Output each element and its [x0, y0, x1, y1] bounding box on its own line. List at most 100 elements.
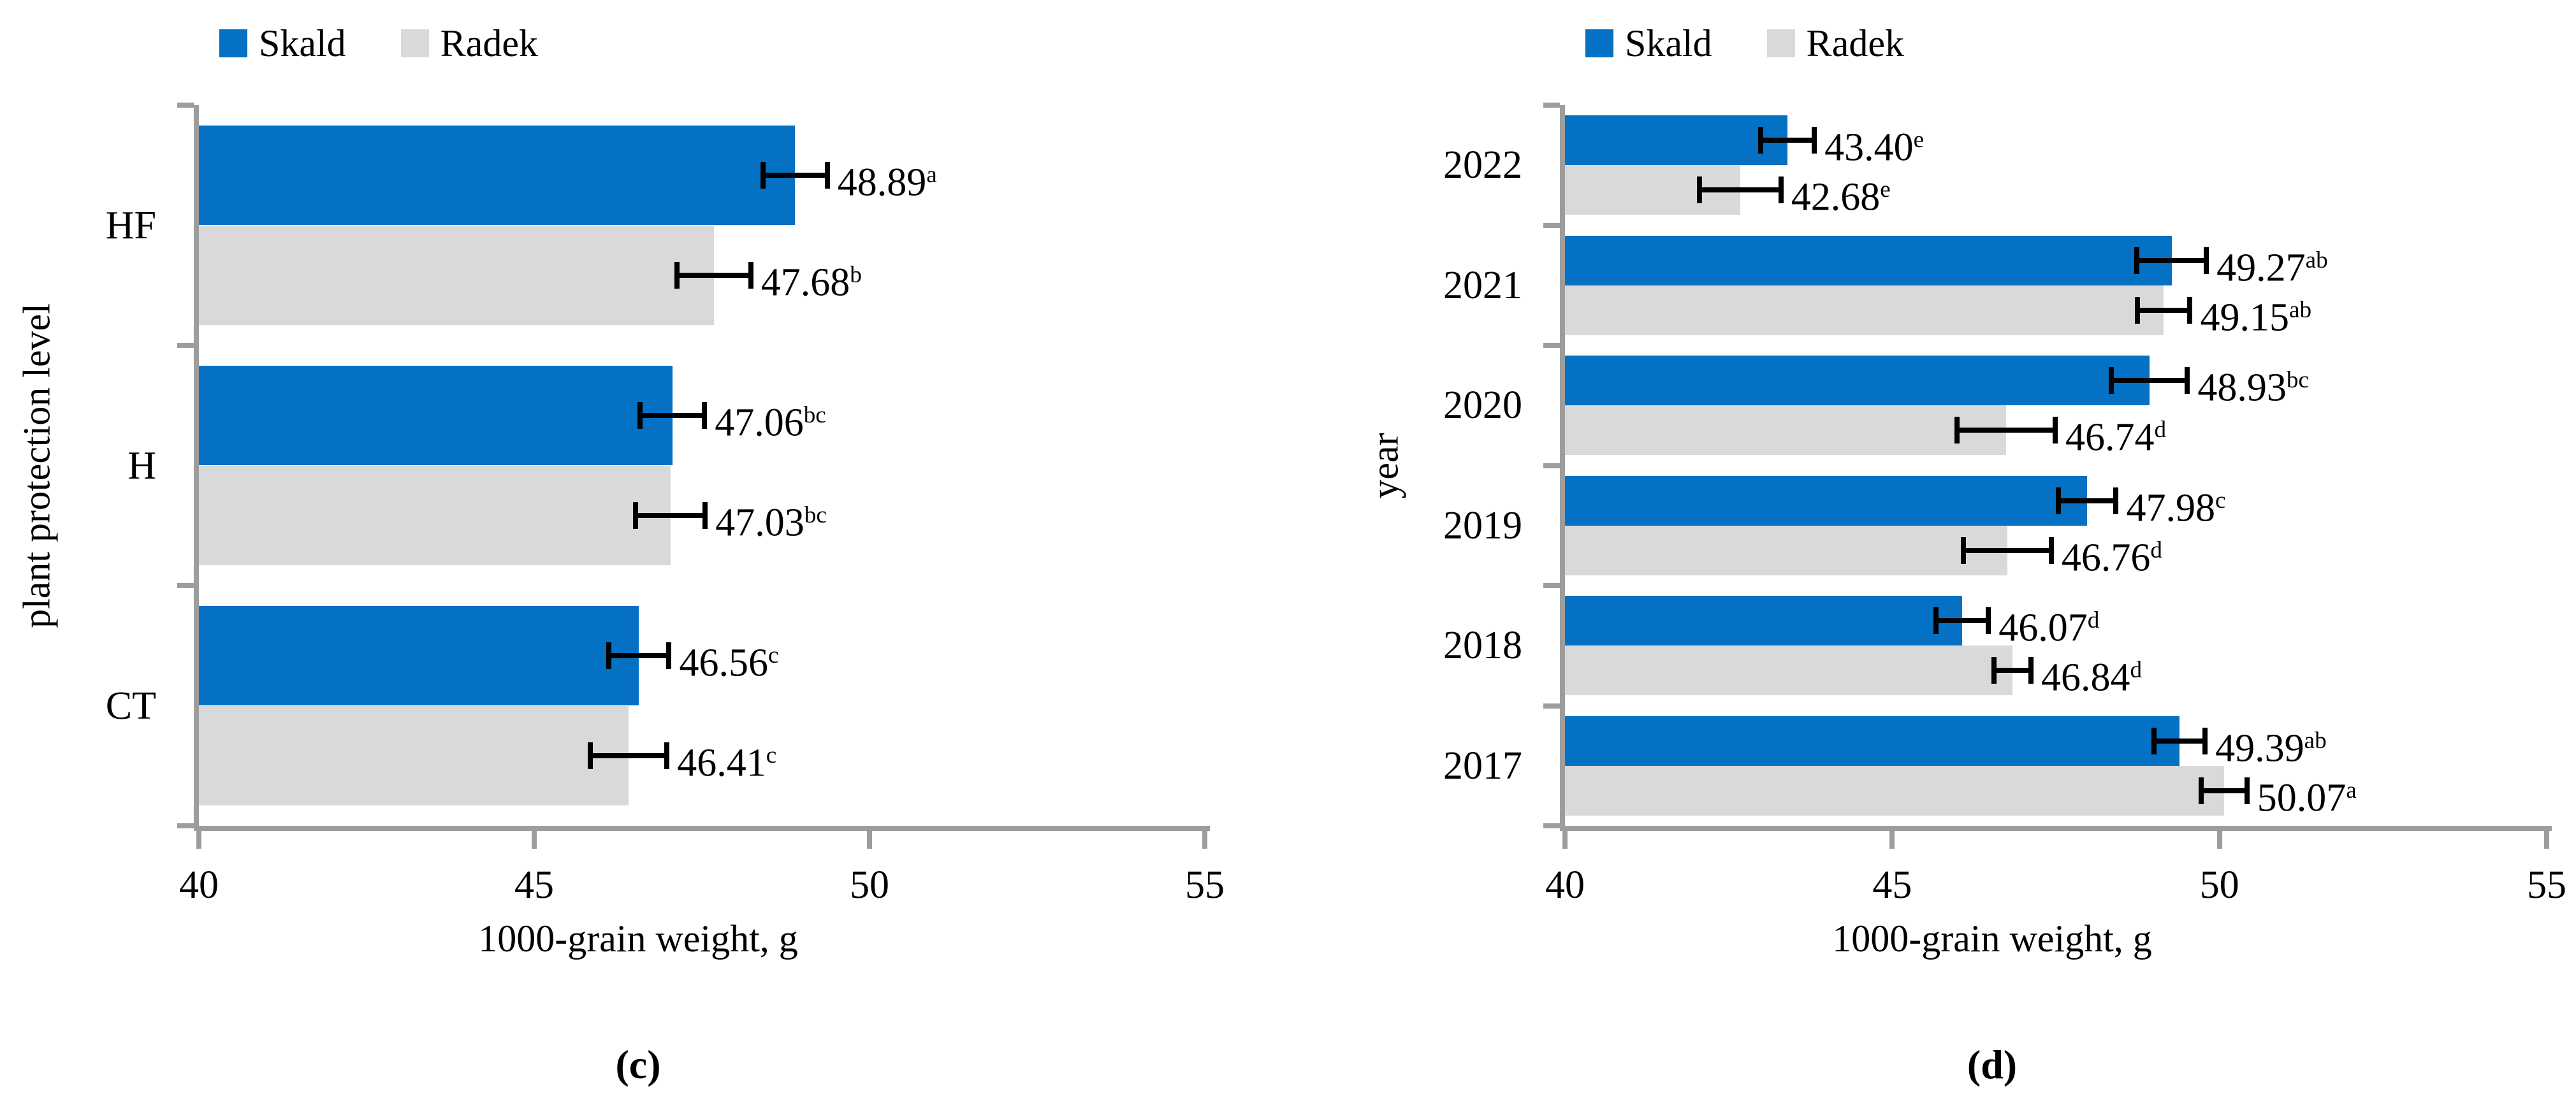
error-bar-radek-2017	[2201, 788, 2247, 793]
error-cap-left	[588, 742, 593, 769]
error-cap-right	[666, 642, 672, 670]
significance-letter: d	[2087, 607, 2100, 634]
significance-letter: bc	[2286, 367, 2309, 394]
error-cap-left	[674, 261, 680, 289]
y-axis-tick	[1543, 823, 1560, 828]
error-cap-right	[824, 162, 830, 189]
y-axis-title: plant protection level	[15, 303, 57, 628]
bar-radek-2020	[1565, 405, 2006, 456]
value-label-skald-2020: 48.93bc	[2197, 354, 2309, 410]
category-label-2018: 2018	[1443, 624, 1522, 668]
legend: Skald Radek	[219, 24, 538, 62]
significance-letter: ab	[2289, 296, 2312, 323]
value-label-skald-HF: 48.89a	[838, 148, 937, 205]
y-axis-tick	[177, 103, 194, 108]
error-cap-left	[1961, 537, 1967, 564]
value-label-radek-2022: 42.68e	[1791, 163, 1891, 219]
value-text: 47.06	[715, 401, 804, 445]
y-axis-title: year	[1364, 432, 1406, 499]
bar-skald-2021	[1565, 235, 2172, 285]
bar-skald-H	[199, 366, 673, 466]
bar-radek-CT	[199, 705, 629, 805]
value-label-radek-2020: 46.74d	[2065, 403, 2166, 459]
y-axis-line	[1560, 105, 1565, 831]
significance-letter: e	[1880, 177, 1891, 203]
significance-letter: c	[766, 742, 777, 768]
error-cap-right	[1986, 607, 1991, 635]
category-label-2019: 2019	[1443, 503, 1522, 547]
y-axis-tick	[1543, 343, 1560, 348]
x-tick-label: 55	[1185, 863, 1225, 907]
y-axis-tick	[1543, 103, 1560, 108]
error-cap-left	[2109, 367, 2114, 394]
category-label-CT: CT	[105, 684, 156, 728]
value-label-skald-2021: 49.27ab	[2216, 234, 2328, 289]
value-text: 50.07	[2257, 776, 2347, 820]
category-label-2021: 2021	[1443, 263, 1522, 307]
value-text: 47.98	[2126, 486, 2215, 530]
legend-label-radek: Radek	[440, 22, 538, 64]
error-cap-right	[2204, 247, 2209, 274]
value-text: 46.07	[1998, 606, 2088, 650]
legend-entry-skald: Skald	[219, 24, 346, 62]
error-cap-right	[2028, 657, 2034, 684]
bar-radek-2017	[1565, 765, 2224, 816]
bar-skald-HF	[199, 126, 796, 226]
error-cap-right	[1778, 177, 1784, 204]
category-label-2020: 2020	[1443, 384, 1522, 428]
error-cap-left	[2135, 296, 2141, 324]
x-axis-tick	[867, 831, 872, 849]
error-cap-left	[632, 501, 638, 529]
error-bar-skald-2022	[1760, 138, 1815, 143]
error-bar-skald-H	[640, 413, 705, 419]
error-cap-left	[2056, 487, 2062, 514]
significance-letter: ab	[2305, 247, 2328, 273]
error-bar-skald-HF	[762, 173, 827, 178]
significance-letter: a	[2346, 777, 2357, 804]
significance-letter: b	[850, 261, 862, 288]
error-cap-right	[748, 261, 753, 289]
error-bar-radek-2022	[1699, 187, 1781, 193]
error-cap-left	[2134, 247, 2140, 274]
error-cap-left	[637, 402, 643, 429]
legend-entry-radek: Radek	[400, 22, 538, 64]
x-tick-label: 40	[1545, 863, 1585, 907]
error-cap-right	[2052, 417, 2058, 444]
x-axis-tick	[532, 831, 537, 849]
bar-radek-2021	[1565, 285, 2164, 335]
x-axis-tick	[2544, 831, 2549, 849]
y-axis-tick	[1543, 222, 1560, 228]
value-label-radek-HF: 47.68b	[761, 249, 862, 304]
x-axis-line	[194, 826, 1210, 831]
error-bar-skald-2017	[2154, 738, 2206, 744]
legend-swatch-skald-icon	[219, 29, 247, 57]
value-label-radek-2017: 50.07a	[2257, 764, 2357, 820]
panel-label: (d)	[1967, 1042, 2018, 1087]
value-label-skald-CT: 46.56c	[679, 629, 778, 685]
error-bar-radek-HF	[677, 272, 751, 278]
x-tick-label: 40	[179, 863, 219, 907]
error-bar-skald-2018	[1936, 618, 1989, 624]
value-label-skald-2022: 43.40e	[1824, 113, 1924, 169]
value-label-radek-2021: 49.15ab	[2200, 284, 2312, 339]
value-label-radek-CT: 46.41c	[677, 729, 777, 784]
significance-letter: ab	[2304, 727, 2327, 754]
plot-area: 40 45 50 55 HF H CT 48.89a 47.68b 47.06bc 47.03bc 4…	[106, 103, 1225, 907]
error-bar-skald-2020	[2111, 378, 2188, 384]
legend-label-skald: Skald	[259, 22, 346, 64]
error-bar-radek-2018	[1994, 668, 2031, 674]
value-text: 46.76	[2061, 536, 2151, 580]
significance-letter: d	[2150, 537, 2162, 563]
bar-skald-2019	[1565, 475, 2088, 526]
significance-letter: a	[926, 162, 937, 189]
error-bar-radek-CT	[590, 753, 667, 758]
bar-skald-2018	[1565, 596, 1963, 646]
value-label-radek-2019: 46.76d	[2061, 524, 2162, 580]
error-cap-left	[760, 162, 766, 189]
x-tick-label: 45	[1872, 863, 1912, 907]
error-cap-right	[664, 742, 670, 769]
error-cap-left	[2151, 727, 2157, 754]
y-axis-tick	[1543, 583, 1560, 588]
error-cap-right	[702, 501, 708, 529]
